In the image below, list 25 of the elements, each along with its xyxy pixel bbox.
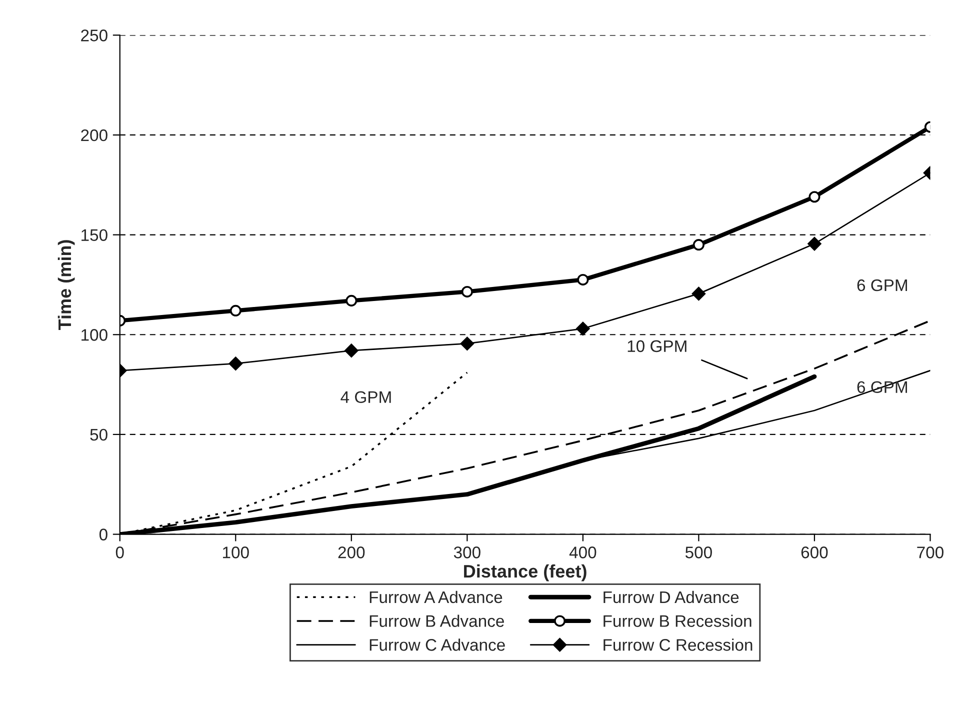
- annotation: 10 GPM: [628, 340, 686, 352]
- x-tick-label: 200: [338, 546, 365, 558]
- x-tick-label: 400: [569, 546, 596, 558]
- y-tick-label: 200: [81, 129, 108, 142]
- x-tick-label: 600: [801, 546, 828, 558]
- x-tick-label: 700: [917, 546, 944, 558]
- y-tick-label: 150: [82, 229, 108, 242]
- annotation: 6 GPM: [857, 279, 907, 292]
- y-tick-label: 0: [99, 528, 108, 540]
- y-tick-label: 100: [82, 329, 108, 341]
- x-tick-label: 100: [223, 546, 249, 558]
- legend-label: Furrow D Advance: [604, 590, 739, 604]
- x-tick-label: 500: [685, 546, 712, 558]
- x-tick-label: 300: [454, 546, 480, 558]
- legend-label: Furrow B Advance: [370, 614, 504, 627]
- legend-label: Furrow A Advance: [370, 590, 502, 604]
- legend-label: Furrow C Advance: [370, 638, 505, 651]
- x-axis-title: Distance (feet): [464, 564, 586, 582]
- annotation: 4 GPM: [340, 391, 391, 403]
- x-tick-label: 0: [116, 546, 124, 558]
- legend-label: Furrow C Recession: [604, 638, 752, 651]
- y-tick-label: 50: [90, 428, 108, 441]
- y-axis-title: Time (min): [58, 240, 75, 330]
- legend-label: Furrow B Recession: [604, 614, 752, 627]
- y-tick-label: 250: [81, 30, 108, 42]
